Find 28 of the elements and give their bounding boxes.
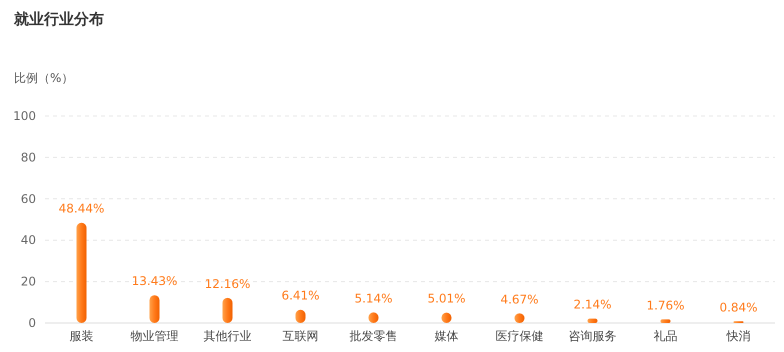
x-tick-label: 媒体 [434,329,458,343]
data-label: 2.14% [573,298,612,312]
data-label: 5.14% [354,291,393,306]
chart-title: 就业行业分布 [13,10,104,28]
y-tick-label: 80 [20,150,36,164]
y-axis-title: 比例（%） [14,71,74,85]
data-label: 1.76% [646,298,685,312]
x-tick-label: 物业管理 [130,329,178,343]
y-tick-label: 100 [13,109,36,123]
x-tick-label: 批发零售 [350,329,398,343]
x-tick-label: 医疗保健 [496,329,544,343]
y-tick-label: 20 [20,274,36,289]
x-tick-label: 其他行业 [204,329,252,343]
data-label: 5.01% [427,292,466,306]
data-label: 0.84% [719,300,758,314]
y-tick-label: 60 [20,192,36,206]
y-tick-label: 0 [28,316,36,330]
y-tick-label: 40 [20,233,36,248]
data-label: 12.16% [204,276,250,291]
data-label: 48.44% [58,202,104,216]
x-tick-label: 礼品 [654,329,678,343]
x-tick-label: 咨询服务 [568,329,616,343]
x-tick-label: 快消 [726,329,750,343]
x-tick-label: 互联网 [282,329,318,343]
data-label: 6.41% [281,288,320,303]
data-label: 4.67% [500,292,539,306]
data-label: 13.43% [132,274,178,288]
x-tick-label: 服装 [70,329,94,343]
